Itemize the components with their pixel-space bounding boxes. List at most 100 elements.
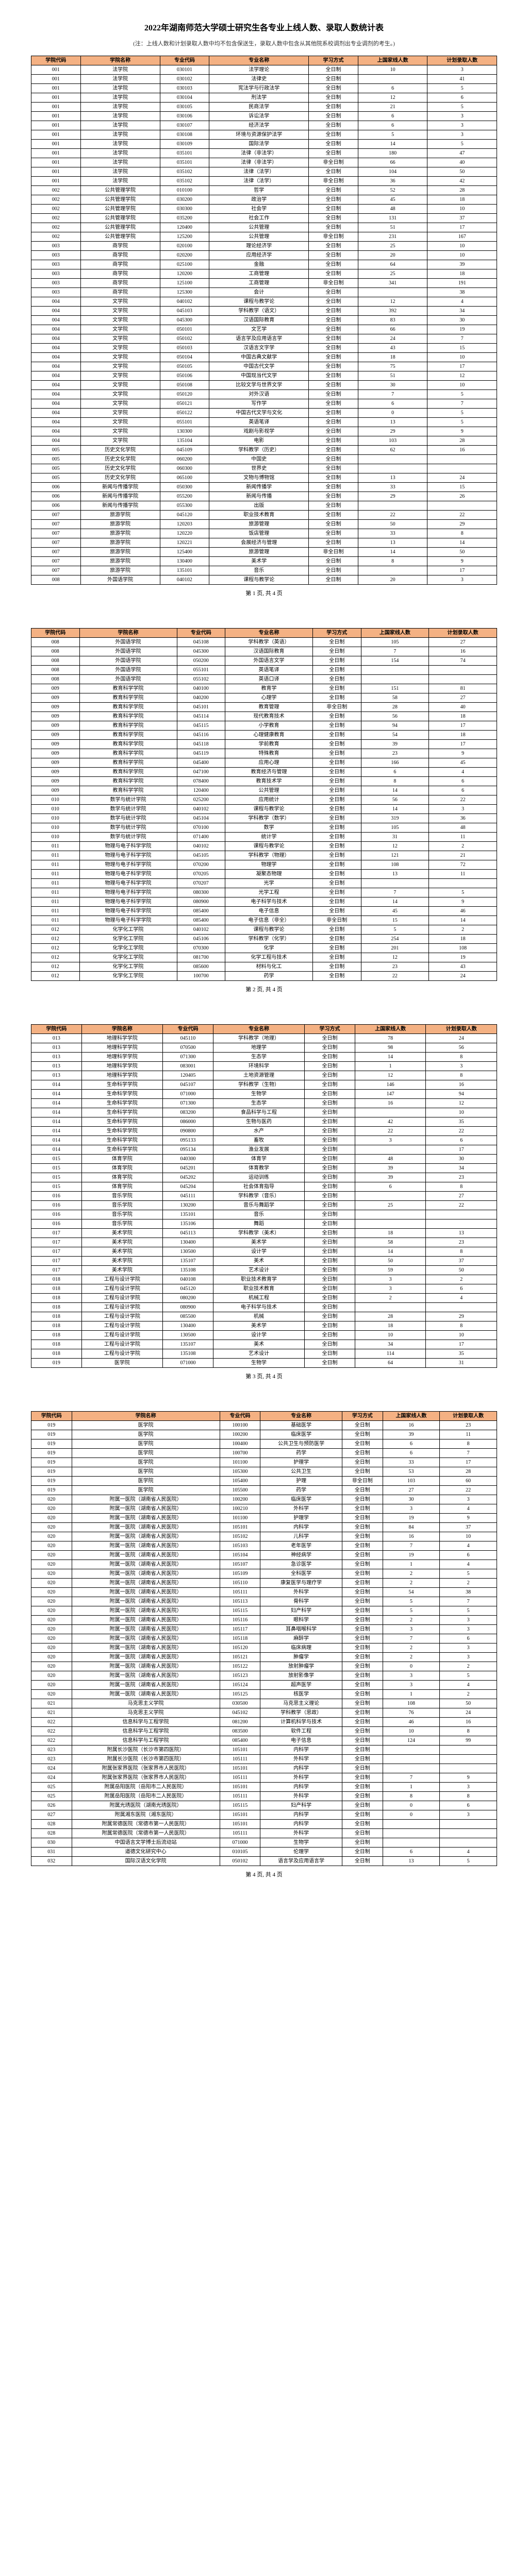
table-cell: 121 xyxy=(361,851,429,860)
table-cell: 教育科学学院 xyxy=(79,693,177,703)
table-row: 020附属一医院（湖南省人民医院）105107急诊医学全日制14 xyxy=(31,1560,497,1569)
table-cell: 120200 xyxy=(160,269,209,279)
header-col6: 上国家线人数 xyxy=(383,1412,440,1421)
table-cell xyxy=(355,1210,426,1219)
table-cell: 全日制 xyxy=(342,1829,383,1838)
table-cell: 10 xyxy=(426,1108,497,1117)
table-cell: 011 xyxy=(31,860,80,870)
table-cell: 13 xyxy=(383,1857,440,1866)
table-cell: 附属一医院（湖南省人民医院） xyxy=(72,1560,220,1569)
table-cell: 6 xyxy=(429,777,497,786)
table-cell: 045113 xyxy=(163,1229,213,1238)
table-row: 020附属一医院（湖南省人民医院）105109全科医学全日制25 xyxy=(31,1569,497,1579)
table-cell: 全日制 xyxy=(312,675,361,684)
table-cell: 全日制 xyxy=(342,1421,383,1430)
table-cell: 125400 xyxy=(160,548,209,557)
table-cell: 001 xyxy=(31,130,81,140)
table-cell: 020 xyxy=(31,1662,72,1671)
table-cell: 附属常德医院（常德市第一人民医院） xyxy=(72,1829,220,1838)
table-cell: 15 xyxy=(427,344,497,353)
table-cell: 39 xyxy=(427,260,497,269)
table-cell: 080200 xyxy=(163,1294,213,1303)
table-cell: 工程与设计学院 xyxy=(81,1331,162,1340)
table-cell xyxy=(361,675,429,684)
table-cell: 全日制 xyxy=(305,1312,355,1321)
table-cell: 全日制 xyxy=(312,833,361,842)
table-row: 003商学院020100理论经济学全日制2510 xyxy=(31,242,497,251)
table-cell: 法律（非法学） xyxy=(209,149,309,158)
table-cell: 2 xyxy=(383,1579,440,1588)
table-cell: 教育科学学院 xyxy=(79,786,177,795)
table-cell: 045105 xyxy=(177,851,225,860)
table-cell: 外科学 xyxy=(260,1755,342,1764)
table-cell: 全日制 xyxy=(305,1099,355,1108)
table-cell: 36 xyxy=(358,177,427,186)
table-cell: 8 xyxy=(426,1182,497,1192)
table-cell: 医学院 xyxy=(72,1486,220,1495)
table-cell: 100700 xyxy=(177,972,225,981)
table-row: 005历史文化学院065100文物与博物馆全日制1324 xyxy=(31,473,497,483)
table-cell: 105111 xyxy=(220,1829,260,1838)
table-cell: 009 xyxy=(31,749,80,758)
table-cell: 12 xyxy=(358,93,427,103)
table-row: 007旅游学院125400旅游管理非全日制1450 xyxy=(31,548,497,557)
table-cell: 医学院 xyxy=(72,1467,220,1477)
table-cell: 083001 xyxy=(163,1062,213,1071)
table-cell: 比较文学与世界文学 xyxy=(209,381,309,390)
table-cell: 附属岳阳医院（岳阳市二人民医院） xyxy=(72,1783,220,1792)
table-cell: 72 xyxy=(429,860,497,870)
table-cell: 31 xyxy=(361,833,429,842)
table-row: 018工程与设计学院045120职业技术教育全日制36 xyxy=(31,1284,497,1294)
table-cell: 附属岳阳医院（岳阳市二人民医院） xyxy=(72,1792,220,1801)
table-cell: 008 xyxy=(31,666,80,675)
table-cell xyxy=(426,1303,497,1312)
table-cell: 3 xyxy=(383,1681,440,1690)
table-row: 009教育科学学院045115小学教育全日制9417 xyxy=(31,721,497,731)
table-cell: 英语口译 xyxy=(225,675,313,684)
table-cell: 045110 xyxy=(163,1034,213,1043)
table-cell: 166 xyxy=(361,758,429,768)
table-cell: 学科教学（美术） xyxy=(213,1229,304,1238)
table-cell: 国际法学 xyxy=(209,140,309,149)
table-cell: 004 xyxy=(31,390,81,399)
table-cell: 10 xyxy=(440,1532,497,1541)
table-row: 012化学化工学院045106学科教学（化学）全日制25418 xyxy=(31,935,497,944)
table-row: 010数学与统计学院071400统计学全日制3111 xyxy=(31,833,497,842)
table-cell: 全日制 xyxy=(342,1458,383,1467)
table-cell: 出版 xyxy=(209,501,309,511)
table-cell: 22 xyxy=(361,972,429,981)
table-cell: 124 xyxy=(383,1736,440,1745)
table-cell: 文学院 xyxy=(80,362,160,371)
table-cell: 学科教学（思政） xyxy=(260,1708,342,1718)
table-cell: 文学院 xyxy=(80,334,160,344)
table-cell: 全日制 xyxy=(309,483,358,492)
table-cell: 017 xyxy=(31,1229,82,1238)
table-cell: 8 xyxy=(427,529,497,538)
table-cell: 公共管理学院 xyxy=(80,205,160,214)
table-row: 001法学院030102法律史全日制41 xyxy=(31,75,497,84)
table-cell: 全日制 xyxy=(342,1662,383,1671)
table-cell: 045120 xyxy=(163,1284,213,1294)
table-cell: 45 xyxy=(361,907,429,916)
table-cell: 001 xyxy=(31,167,81,177)
table-cell: 120203 xyxy=(160,520,209,529)
table-cell: 环境科学 xyxy=(213,1062,304,1071)
table-cell: 10 xyxy=(427,251,497,260)
table-cell: 45 xyxy=(429,758,497,768)
table-cell: 131 xyxy=(358,214,427,223)
table-cell: 新闻与传播学院 xyxy=(80,492,160,501)
table-cell: 103 xyxy=(358,436,427,446)
table-cell: 全日制 xyxy=(309,288,358,297)
table-cell: 美术 xyxy=(213,1340,304,1349)
table-cell: 艺术设计 xyxy=(213,1266,304,1275)
table-cell: 018 xyxy=(31,1321,82,1331)
table-cell: 物理与电子科学学院 xyxy=(79,870,177,879)
table-row: 011物理与电子科学学院080900电子科学与技术全日制149 xyxy=(31,897,497,907)
table-cell: 146 xyxy=(355,1080,426,1090)
table-cell: 全日制 xyxy=(342,1690,383,1699)
table-cell: 34 xyxy=(426,1164,497,1173)
table-cell xyxy=(383,1820,440,1829)
table-cell: 46 xyxy=(383,1718,440,1727)
table-cell: 全日制 xyxy=(309,344,358,353)
table-cell: 130200 xyxy=(163,1201,213,1210)
